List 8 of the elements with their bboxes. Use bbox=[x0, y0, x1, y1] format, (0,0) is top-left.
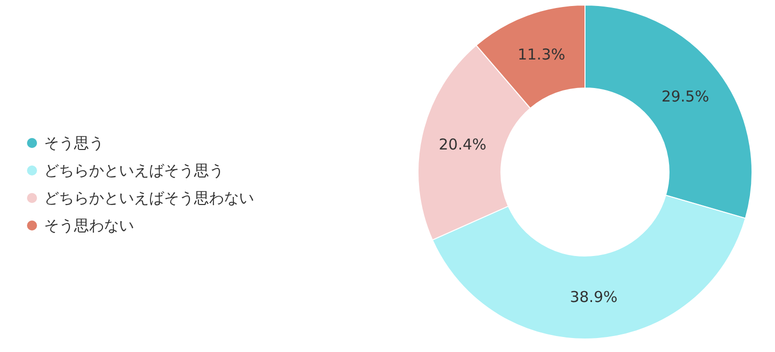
legend-label: そう思う bbox=[44, 134, 104, 152]
data-label: 11.3% bbox=[518, 45, 566, 64]
legend-label: どちらかといえばそう思わない bbox=[44, 189, 254, 207]
data-label: 29.5% bbox=[661, 88, 710, 106]
data-label: 38.9% bbox=[570, 288, 618, 306]
data-label: 20.4% bbox=[438, 135, 486, 154]
legend-label: そう思わない bbox=[44, 216, 134, 234]
legend-label: どちらかといえばそう思う bbox=[44, 162, 224, 180]
